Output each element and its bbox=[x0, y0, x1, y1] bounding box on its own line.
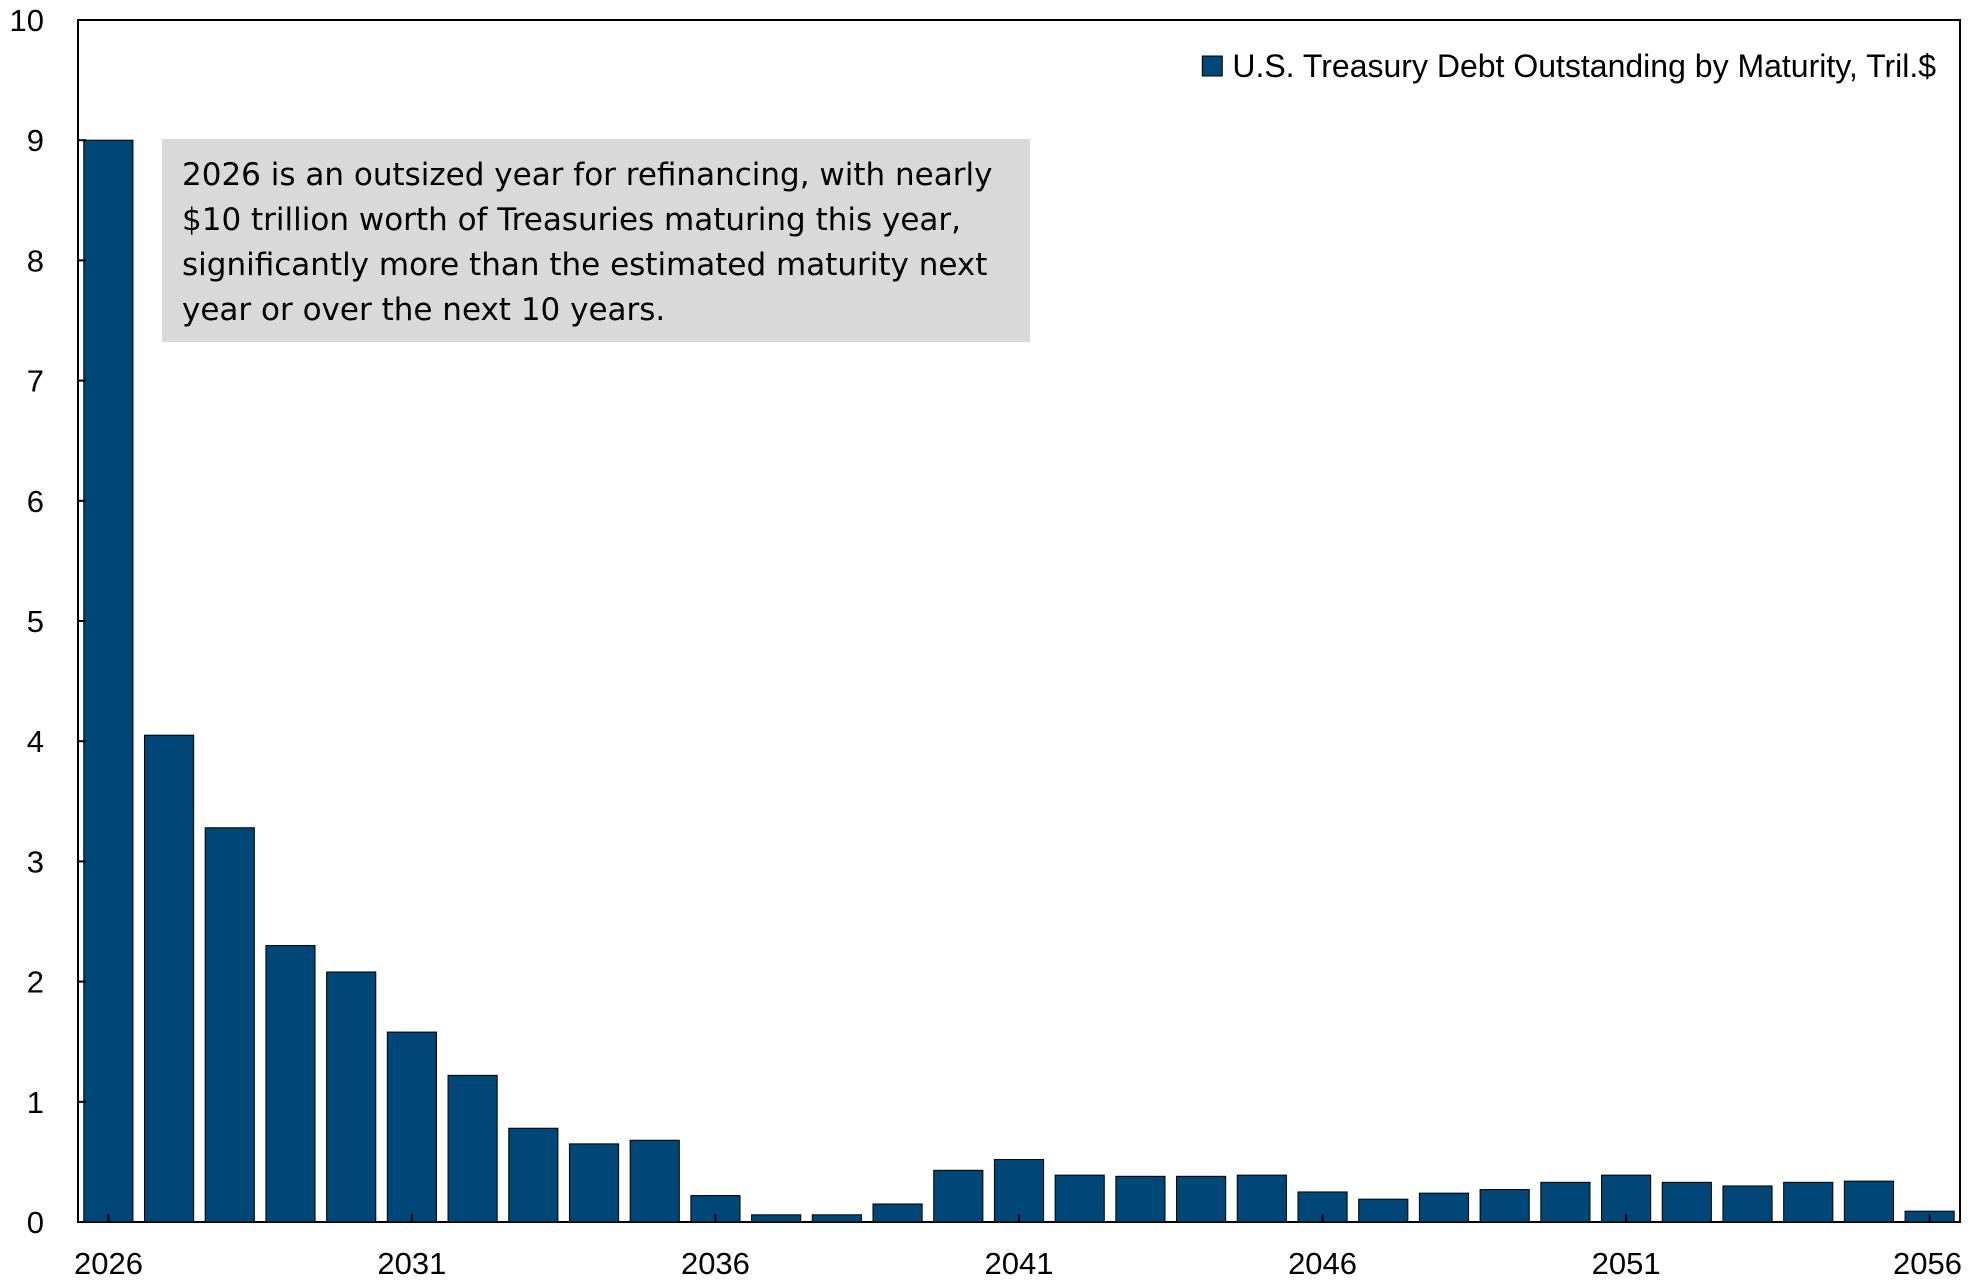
legend: U.S. Treasury Debt Outstanding by Maturi… bbox=[1201, 48, 1936, 84]
bar-2052 bbox=[1661, 1181, 1712, 1223]
bar-2032 bbox=[447, 1074, 498, 1223]
y-tick-label: 9 bbox=[27, 123, 44, 158]
y-tick-label: 2 bbox=[27, 965, 44, 1000]
bar-2026 bbox=[83, 139, 134, 1223]
x-axis-ticks: 2026 2031 2036 2041 2046 2051 2056 bbox=[74, 1214, 1962, 1281]
x-tick-label: 2041 bbox=[985, 1246, 1054, 1280]
bar-2055 bbox=[1843, 1180, 1895, 1223]
bar-2047 bbox=[1358, 1198, 1409, 1223]
bar-2038 bbox=[811, 1214, 862, 1223]
annotation-text: 2026 is an outsized year for refinancing… bbox=[182, 157, 993, 328]
bar-2027 bbox=[143, 734, 195, 1223]
x-tick-label: 2031 bbox=[377, 1246, 446, 1280]
y-tick-label: 1 bbox=[27, 1085, 44, 1120]
bars-group bbox=[83, 139, 1955, 1223]
legend-label: U.S. Treasury Debt Outstanding by Maturi… bbox=[1232, 48, 1936, 84]
bar-2045 bbox=[1236, 1174, 1287, 1223]
bar-2048 bbox=[1418, 1192, 1470, 1223]
y-tick-label: 5 bbox=[27, 604, 44, 639]
x-tick-label: 2051 bbox=[1592, 1246, 1661, 1280]
annotation-box: 2026 is an outsized year for refinancing… bbox=[162, 139, 1030, 342]
bar-2035 bbox=[629, 1139, 680, 1223]
y-tick-label: 0 bbox=[27, 1205, 44, 1240]
legend-swatch bbox=[1201, 55, 1223, 77]
bar-2039 bbox=[872, 1203, 923, 1223]
y-tick-label: 6 bbox=[27, 484, 44, 519]
bar-2029 bbox=[265, 945, 316, 1223]
bar-2043 bbox=[1115, 1175, 1166, 1223]
bar-2037 bbox=[751, 1214, 802, 1223]
x-tick-label: 2026 bbox=[74, 1246, 143, 1280]
y-tick-label: 7 bbox=[27, 364, 44, 399]
bar-2040 bbox=[933, 1169, 984, 1223]
y-tick-label: 4 bbox=[27, 724, 44, 759]
bar-2030 bbox=[326, 971, 377, 1223]
bar-2041 bbox=[993, 1159, 1045, 1223]
bar-2044 bbox=[1176, 1175, 1227, 1223]
y-tick-label: 10 bbox=[10, 3, 44, 38]
y-tick-label: 3 bbox=[27, 844, 44, 879]
bar-2050 bbox=[1540, 1181, 1591, 1223]
bar-2053 bbox=[1722, 1185, 1773, 1223]
x-tick-label: 2046 bbox=[1288, 1246, 1357, 1280]
y-axis-ticks: 0 1 2 3 4 5 6 7 8 9 10 bbox=[10, 3, 86, 1240]
bar-2028 bbox=[204, 827, 255, 1223]
bar-2031 bbox=[386, 1031, 437, 1223]
x-tick-label: 2056 bbox=[1893, 1246, 1962, 1280]
y-tick-label: 8 bbox=[27, 243, 44, 278]
bar-2034 bbox=[568, 1143, 620, 1223]
x-tick-label: 2036 bbox=[681, 1246, 750, 1280]
bar-2033 bbox=[508, 1127, 559, 1223]
bar-2042 bbox=[1054, 1174, 1105, 1223]
bar-2049 bbox=[1479, 1189, 1530, 1223]
bar-2054 bbox=[1783, 1181, 1834, 1223]
